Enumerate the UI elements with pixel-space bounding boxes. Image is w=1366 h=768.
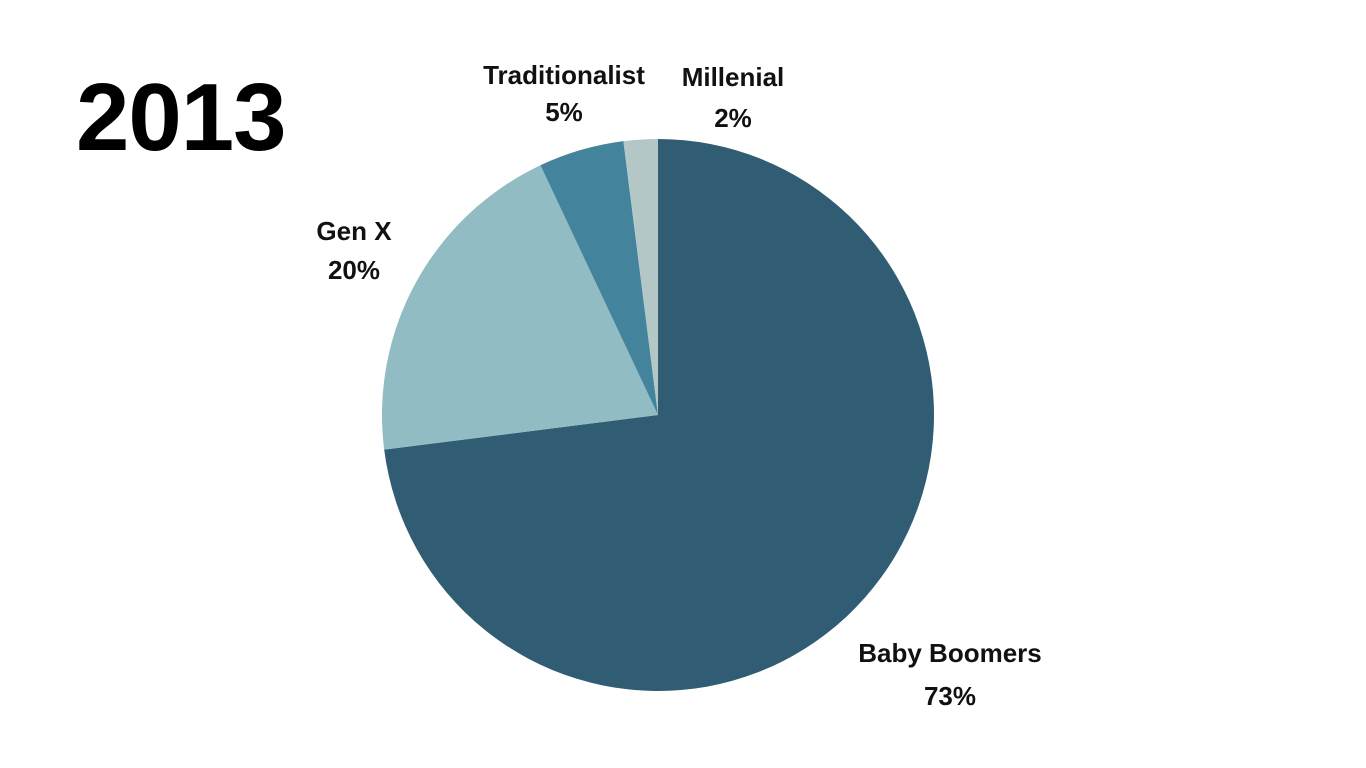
slice-value-millenial: 2% xyxy=(714,103,752,133)
slice-value-baby-boomers: 73% xyxy=(924,681,976,711)
slice-label-baby-boomers: Baby Boomers xyxy=(858,638,1042,668)
slice-value-gen-x: 20% xyxy=(328,255,380,285)
pie-slice-millenial xyxy=(623,139,658,415)
slice-label-traditionalist: Traditionalist xyxy=(483,60,645,90)
chart-title: 2013 xyxy=(76,64,287,171)
pie-slices xyxy=(381,139,935,691)
pie-slice-traditionalist xyxy=(540,141,658,416)
pie-slice-gen-x xyxy=(381,165,658,450)
slice-label-gen-x: Gen X xyxy=(316,216,392,246)
pie-labels: Baby Boomers 73% Gen X 20% Traditionalist 5% M… xyxy=(316,60,1041,711)
slice-value-traditionalist: 5% xyxy=(545,97,583,127)
pie-slice-baby-boomers xyxy=(384,139,935,691)
slice-label-millenial: Millenial xyxy=(682,62,785,92)
